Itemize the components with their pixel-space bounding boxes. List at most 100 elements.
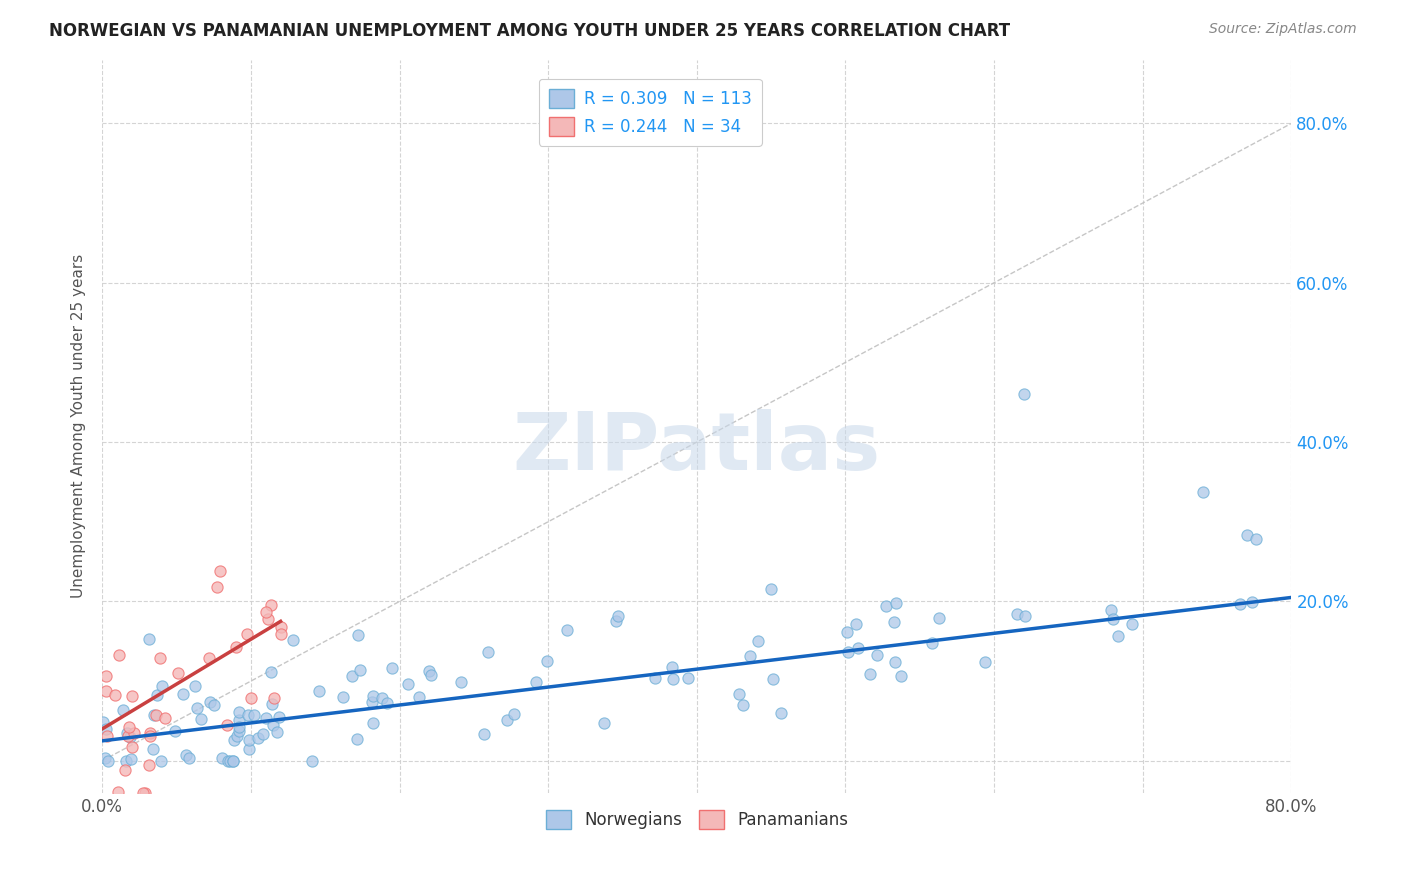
Point: [153, 711, 176, 725]
Point: [111, 703, 134, 717]
Point: [221, 754, 243, 768]
Point: [121, 690, 143, 704]
Point: [149, 754, 172, 768]
Point: [1229, 598, 1251, 612]
Point: [238, 742, 260, 756]
Point: [263, 691, 285, 706]
Point: [759, 582, 782, 596]
Point: [238, 732, 260, 747]
Point: [747, 633, 769, 648]
Point: [200, 695, 222, 709]
Point: [139, 729, 162, 743]
Point: [198, 651, 221, 665]
Point: [361, 695, 384, 709]
Text: NORWEGIAN VS PANAMANIAN UNEMPLOYMENT AMONG YOUTH UNDER 25 YEARS CORRELATION CHAR: NORWEGIAN VS PANAMANIAN UNEMPLOYMENT AMO…: [49, 22, 1011, 40]
Text: ZIPatlas: ZIPatlas: [513, 409, 882, 487]
Point: [859, 667, 882, 681]
Point: [225, 640, 247, 654]
Point: [166, 666, 188, 681]
Point: [224, 732, 246, 747]
Point: [884, 596, 907, 610]
Point: [349, 664, 371, 678]
Point: [217, 717, 239, 731]
Point: [225, 729, 247, 743]
Point: [347, 628, 370, 642]
Point: [661, 672, 683, 686]
Legend: Norwegians, Panamanians: Norwegians, Panamanians: [538, 803, 855, 836]
Point: [1236, 528, 1258, 542]
Point: [770, 706, 793, 720]
Point: [228, 705, 250, 719]
Point: [146, 688, 169, 702]
Point: [122, 726, 145, 740]
Point: [762, 672, 785, 686]
Point: [118, 730, 141, 744]
Point: [283, 632, 305, 647]
Point: [1121, 616, 1143, 631]
Point: [91, 714, 114, 729]
Point: [190, 712, 212, 726]
Point: [1107, 629, 1129, 643]
Point: [1014, 608, 1036, 623]
Point: [243, 708, 266, 723]
Point: [973, 655, 995, 669]
Point: [254, 711, 277, 725]
Point: [676, 671, 699, 685]
Point: [524, 675, 547, 690]
Point: [260, 697, 283, 711]
Point: [555, 623, 578, 637]
Point: [107, 785, 129, 799]
Point: [883, 615, 905, 629]
Point: [1191, 485, 1213, 500]
Point: [835, 625, 858, 640]
Point: [1240, 594, 1263, 608]
Point: [222, 754, 245, 768]
Point: [257, 612, 280, 626]
Point: [260, 599, 283, 613]
Point: [96, 729, 118, 743]
Point: [837, 645, 859, 659]
Point: [163, 724, 186, 739]
Point: [450, 674, 472, 689]
Point: [239, 691, 262, 706]
Point: [94, 722, 117, 736]
Point: [644, 671, 666, 685]
Point: [866, 648, 889, 662]
Point: [502, 706, 524, 721]
Point: [262, 718, 284, 732]
Point: [114, 764, 136, 778]
Point: [131, 786, 153, 800]
Point: [138, 632, 160, 646]
Point: [115, 726, 138, 740]
Point: [536, 654, 558, 668]
Point: [1012, 387, 1035, 401]
Point: [332, 690, 354, 705]
Point: [186, 701, 208, 715]
Point: [217, 754, 239, 768]
Point: [236, 627, 259, 641]
Point: [592, 716, 614, 731]
Point: [94, 669, 117, 683]
Text: Source: ZipAtlas.com: Source: ZipAtlas.com: [1209, 22, 1357, 37]
Point: [1102, 612, 1125, 626]
Point: [606, 608, 628, 623]
Point: [738, 649, 761, 664]
Point: [211, 750, 233, 764]
Point: [104, 688, 127, 702]
Point: [254, 605, 277, 619]
Point: [121, 740, 143, 755]
Point: [420, 668, 443, 682]
Point: [346, 732, 368, 747]
Point: [149, 650, 172, 665]
Point: [340, 669, 363, 683]
Point: [177, 751, 200, 765]
Point: [361, 689, 384, 703]
Point: [115, 754, 138, 768]
Point: [371, 690, 394, 705]
Point: [928, 611, 950, 625]
Point: [477, 645, 499, 659]
Point: [96, 684, 118, 698]
Point: [381, 661, 404, 675]
Point: [172, 687, 194, 701]
Point: [139, 725, 162, 739]
